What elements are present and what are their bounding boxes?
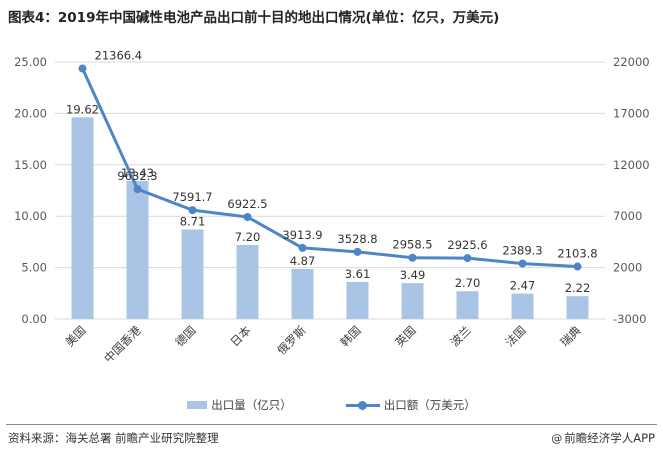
category-label: 英国 bbox=[392, 323, 418, 349]
bar-data-label: 19.62 bbox=[66, 102, 99, 116]
category-labels: 美国 中国香港 德国 日本 俄罗斯 韩国 英国 波兰 法国 瑞典 bbox=[62, 323, 584, 366]
line-data-label: 3528.8 bbox=[337, 232, 377, 246]
bar bbox=[181, 229, 204, 319]
legend-line-label: 出口额（万美元） bbox=[383, 398, 476, 412]
line-series bbox=[78, 64, 582, 271]
right-tick-label: 2000 bbox=[613, 261, 642, 275]
left-tick-label: 25.00 bbox=[14, 55, 47, 69]
right-tick-label: 17000 bbox=[613, 106, 650, 120]
bar-data-label: 4.87 bbox=[290, 254, 316, 268]
left-axis-ticks: 0.00 5.00 10.00 15.00 20.00 25.00 bbox=[14, 55, 47, 326]
category-label: 波兰 bbox=[447, 323, 473, 349]
right-tick-label: 22000 bbox=[613, 55, 650, 69]
left-tick-label: 15.00 bbox=[14, 158, 47, 172]
right-tick-label: 12000 bbox=[613, 158, 650, 172]
legend-item-bar: 出口量（亿只） bbox=[187, 397, 292, 413]
bar-data-label: 2.47 bbox=[510, 279, 536, 293]
category-label: 美国 bbox=[62, 323, 88, 349]
bar bbox=[236, 244, 259, 319]
line-point bbox=[243, 212, 252, 221]
bar bbox=[291, 268, 314, 319]
line-point bbox=[408, 253, 417, 262]
right-tick-label: 7000 bbox=[613, 209, 642, 223]
legend-line-swatch bbox=[345, 400, 380, 410]
line-data-label: 2103.8 bbox=[557, 247, 597, 261]
line-data-labels: 21366.4 9632.3 7591.7 6922.5 3913.9 3528.8 295… bbox=[95, 49, 598, 261]
bar-data-label: 2.70 bbox=[455, 276, 481, 290]
left-tick-label: 10.00 bbox=[14, 209, 47, 223]
line-data-label: 9632.3 bbox=[117, 169, 157, 183]
bar bbox=[71, 117, 94, 319]
line-point bbox=[188, 206, 197, 215]
line-point bbox=[463, 254, 472, 263]
line-data-label: 21366.4 bbox=[95, 49, 143, 63]
line-data-label: 6922.5 bbox=[227, 197, 267, 211]
legend-bar-swatch bbox=[187, 401, 208, 409]
line-data-label: 2958.5 bbox=[392, 238, 432, 252]
category-label: 中国香港 bbox=[101, 323, 144, 366]
right-axis-ticks: -3000 2000 7000 12000 17000 22000 bbox=[613, 55, 650, 326]
bar-series bbox=[71, 117, 589, 319]
left-tick-label: 5.00 bbox=[21, 261, 47, 275]
bar-data-label: 3.61 bbox=[345, 267, 371, 281]
line-point bbox=[518, 259, 527, 268]
line-point bbox=[133, 185, 142, 194]
bar-data-label: 2.22 bbox=[565, 281, 591, 295]
line-point bbox=[573, 262, 582, 271]
line-path bbox=[81, 67, 578, 269]
source-note: 资料来源：海关总署 前瞻产业研究院整理 bbox=[8, 431, 219, 445]
line-data-label: 2389.3 bbox=[502, 244, 542, 258]
category-label: 德国 bbox=[172, 323, 198, 349]
combo-chart: 0.00 5.00 10.00 15.00 20.00 25.00 -3000 2000 70… bbox=[14, 49, 650, 366]
category-label: 法国 bbox=[502, 323, 528, 349]
legend-bar-label: 出口量（亿只） bbox=[211, 398, 292, 412]
brand-name: 前瞻经济学人APP bbox=[564, 431, 655, 445]
bar bbox=[456, 291, 479, 319]
bar bbox=[566, 296, 589, 319]
legend-item-line: 出口额（万美元） bbox=[345, 397, 476, 413]
bar-data-label: 3.49 bbox=[400, 268, 426, 282]
bar bbox=[126, 180, 149, 319]
chart-title: 图表4：2019年中国碱性电池产品出口前十目的地出口情况(单位：亿只，万美元) bbox=[8, 10, 500, 26]
right-tick-label: -3000 bbox=[613, 312, 646, 326]
bar bbox=[401, 283, 424, 319]
category-label: 日本 bbox=[227, 323, 254, 350]
footer-divider bbox=[6, 424, 657, 425]
category-label: 韩国 bbox=[337, 323, 363, 349]
bar bbox=[346, 281, 369, 319]
legend: 出口量（亿只） 出口额（万美元） bbox=[0, 397, 663, 413]
category-label: 瑞典 bbox=[557, 323, 584, 350]
brand-credit: @ 前瞻经济学人APP bbox=[551, 430, 655, 446]
category-label: 俄罗斯 bbox=[274, 323, 309, 358]
line-data-label: 3913.9 bbox=[282, 228, 322, 242]
left-tick-label: 0.00 bbox=[21, 312, 47, 326]
left-tick-label: 20.00 bbox=[14, 106, 47, 120]
bar bbox=[511, 293, 534, 319]
logo-icon: @ bbox=[551, 432, 563, 445]
bar-data-label: 7.20 bbox=[235, 230, 261, 244]
line-point bbox=[78, 64, 87, 73]
line-point bbox=[353, 247, 362, 256]
line-data-label: 7591.7 bbox=[172, 190, 212, 204]
bar-data-label: 8.71 bbox=[180, 214, 206, 228]
line-point bbox=[298, 243, 307, 252]
line-data-label: 2925.6 bbox=[447, 238, 487, 252]
